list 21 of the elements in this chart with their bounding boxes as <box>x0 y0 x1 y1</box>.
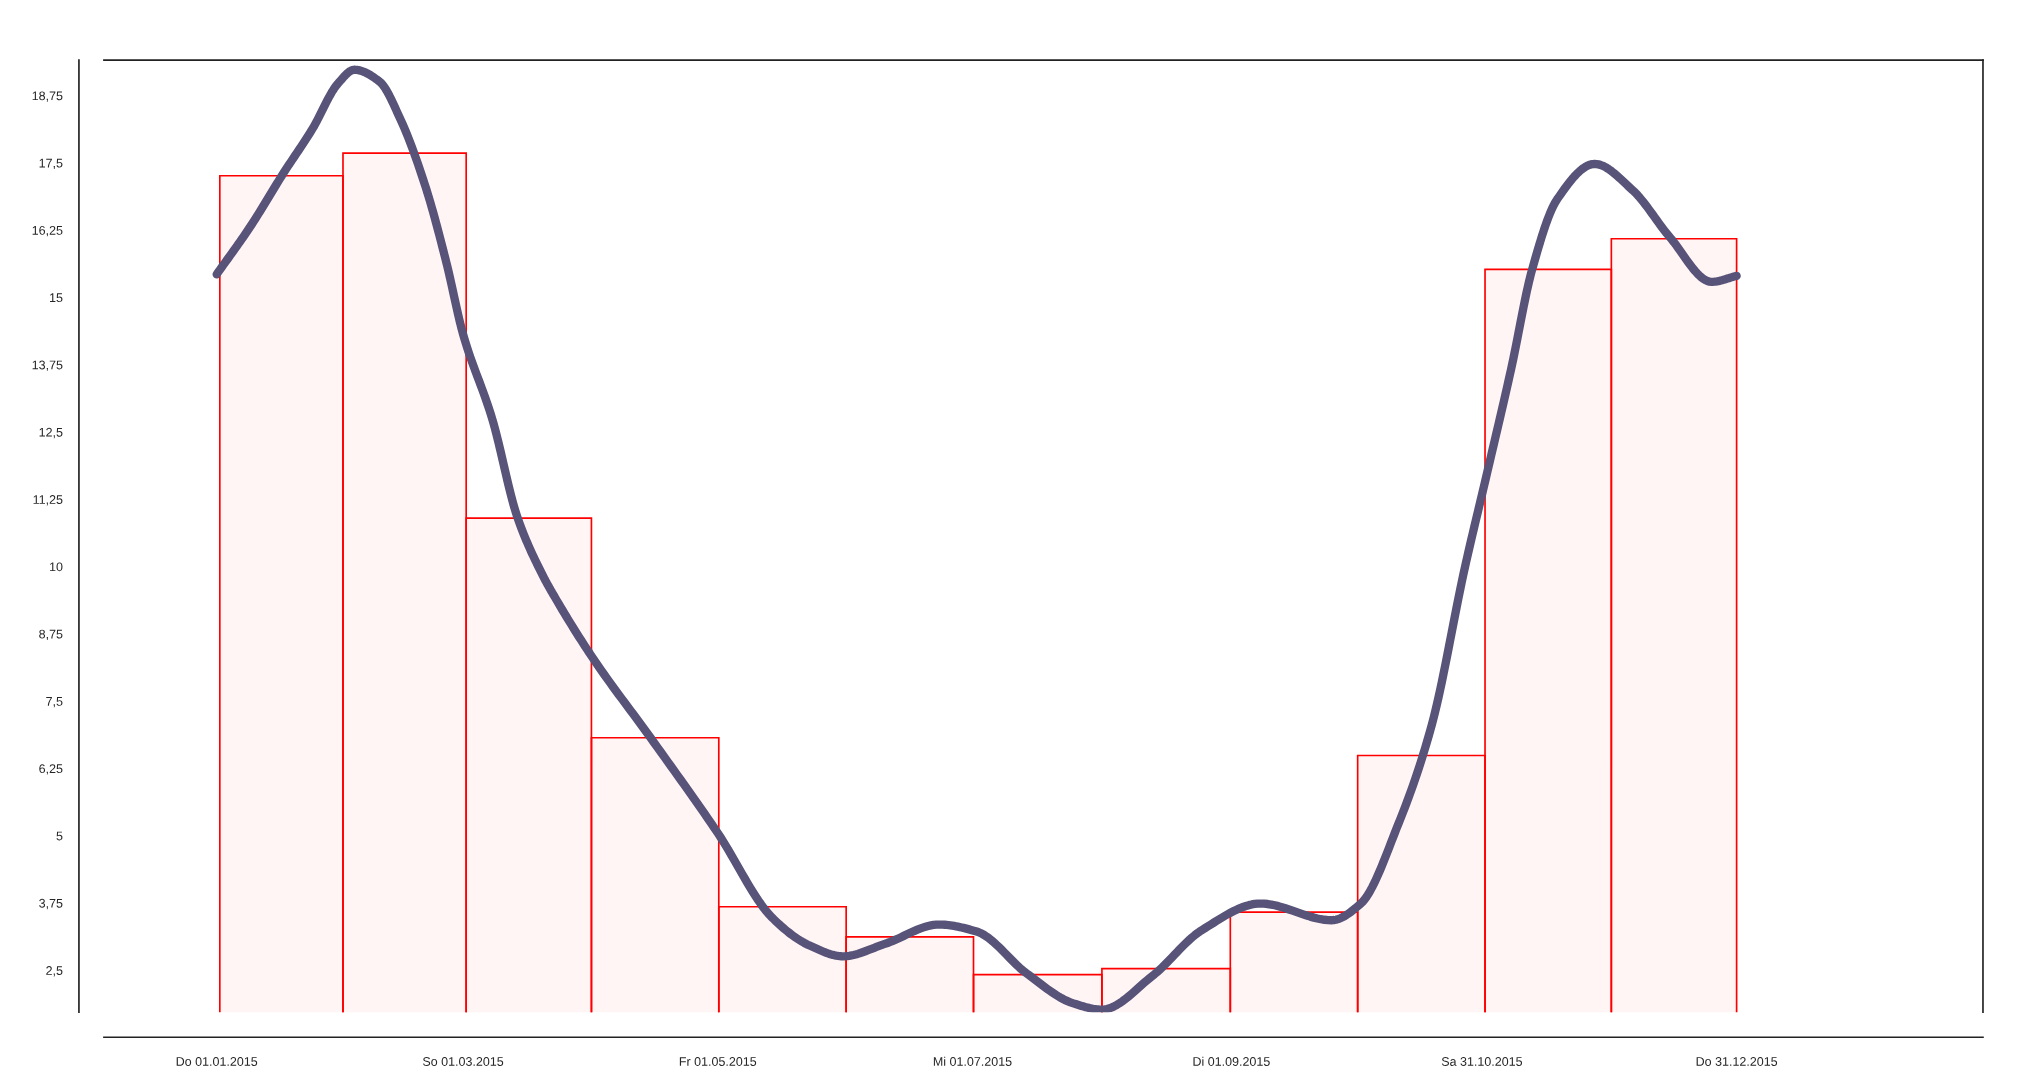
x-tick-label: So 01.03.2015 <box>422 1057 504 1066</box>
x-tick-label: Di 01.09.2015 <box>1193 1056 1270 1066</box>
y-tick-label: 17,5 <box>39 158 63 169</box>
y-tick-label: 3,75 <box>39 898 63 910</box>
x-tick-label: Do 01.01.2015 <box>176 1057 258 1066</box>
y-tick-label: 13,75 <box>32 360 63 371</box>
y-tick-label: 16,25 <box>32 225 63 237</box>
y-tick-label: 15 <box>50 293 63 303</box>
y-tick-label: 11,25 <box>33 495 63 506</box>
y-tick-label: 10 <box>50 562 63 572</box>
y-tick-label: 2,5 <box>46 966 63 977</box>
y-tick-label: 6,25 <box>39 764 63 775</box>
y-tick-label: 12,5 <box>39 427 63 439</box>
x-tick-label: Mi 01.07.2015 <box>933 1056 1012 1066</box>
x-tick-label: Fr 01.05.2015 <box>679 1057 757 1066</box>
y-tick-label: 7,5 <box>46 697 63 708</box>
y-tick-label: 8,75 <box>39 629 63 640</box>
x-tick-label: Do 31.12.2015 <box>1696 1057 1778 1066</box>
x-tick-label: Sa 31.10.2015 <box>1441 1057 1523 1066</box>
y-tick-label: 18,75 <box>32 91 63 102</box>
y-tick-label: 5 <box>56 831 63 841</box>
